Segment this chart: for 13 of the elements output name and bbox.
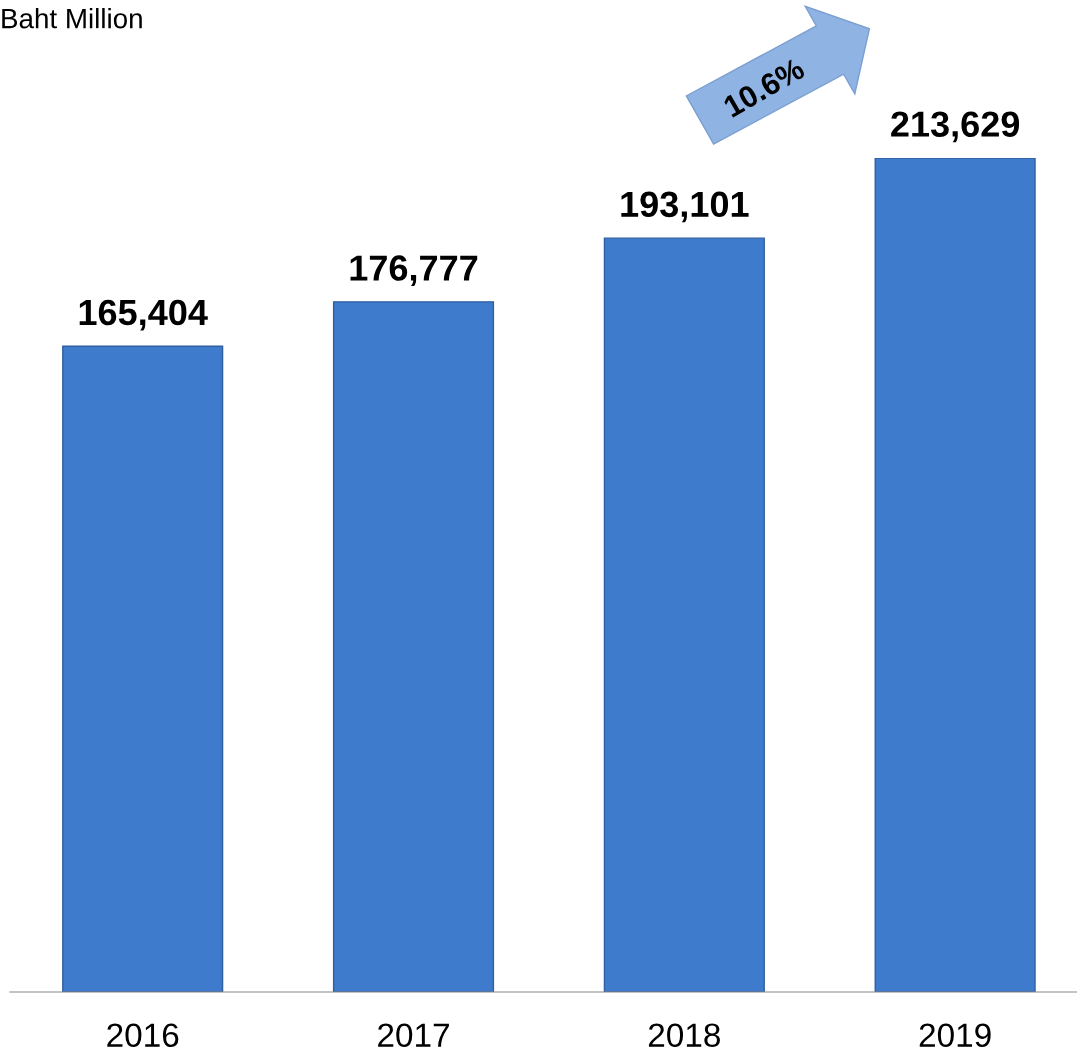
- x-tick-label: 2019: [919, 1023, 991, 1048]
- data-label: 176,777: [350, 255, 478, 287]
- text: Baht Million: [2, 8, 142, 29]
- x-tick-label: 2017: [378, 1023, 449, 1048]
- x-tick-label: 2016: [107, 1023, 179, 1048]
- x-tick-label: 2018: [648, 1023, 720, 1048]
- data-label: 193,101: [621, 191, 749, 223]
- bar: [874, 158, 1036, 992]
- data-label: 165,404: [79, 299, 208, 331]
- bar: [603, 237, 765, 992]
- bar: [62, 345, 224, 992]
- bar: [332, 301, 495, 992]
- data-label: 213,629: [891, 111, 1020, 143]
